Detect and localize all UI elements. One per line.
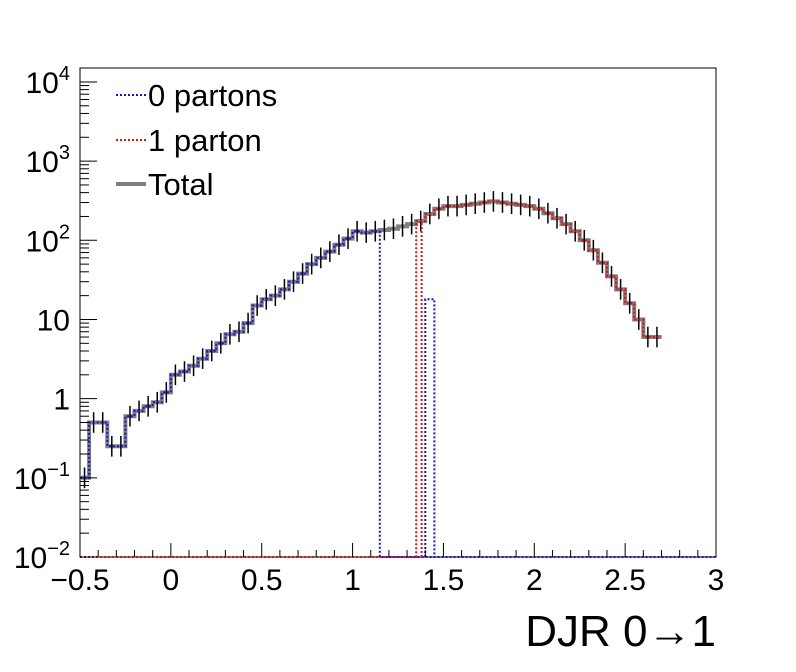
x-tick-label: 3 (708, 564, 725, 597)
series-1-parton (80, 200, 662, 558)
series-line (80, 230, 716, 558)
legend: 0 partons 1 parton Total (116, 78, 277, 202)
y-tick-label: 10−2 (14, 538, 70, 575)
y-tick-label: 10−1 (14, 459, 70, 496)
x-tick-label: 0 (163, 564, 180, 597)
plot-frame (79, 67, 717, 558)
legend-item: Total (116, 167, 213, 202)
y-tick-label: 10 (37, 304, 70, 337)
y-tick-label: 104 (26, 63, 71, 100)
x-axis-ticks (79, 543, 717, 557)
y-axis-ticks (80, 81, 97, 558)
legend-item: 0 partons (116, 78, 277, 113)
legend-item: 1 parton (116, 123, 262, 158)
y-tick-label: 103 (26, 142, 71, 179)
series-line (80, 200, 662, 558)
series-0-partons (80, 230, 716, 558)
legend-label: 0 partons (148, 78, 277, 113)
x-axis-label: DJR 0→1 (525, 607, 716, 656)
y-tick-label: 1 (53, 384, 70, 417)
x-tick-label: 0.5 (241, 564, 283, 597)
y-tick-label: 102 (26, 221, 71, 258)
x-tick-label: 2 (526, 564, 543, 597)
series-extra-step (424, 298, 436, 557)
x-tick-label: 1.5 (423, 564, 465, 597)
x-tick-label: −0.5 (50, 564, 109, 597)
y-axis-tick-labels: 10−2 10−1 1 10 102 103 104 (14, 63, 70, 575)
x-tick-label: 1 (344, 564, 361, 597)
legend-label: 1 parton (148, 123, 262, 158)
legend-label: Total (148, 167, 213, 202)
x-tick-label: 2.5 (604, 564, 646, 597)
x-axis-tick-labels: −0.5 0 0.5 1 1.5 2 2.5 3 (50, 564, 724, 597)
series-layer (80, 191, 716, 558)
